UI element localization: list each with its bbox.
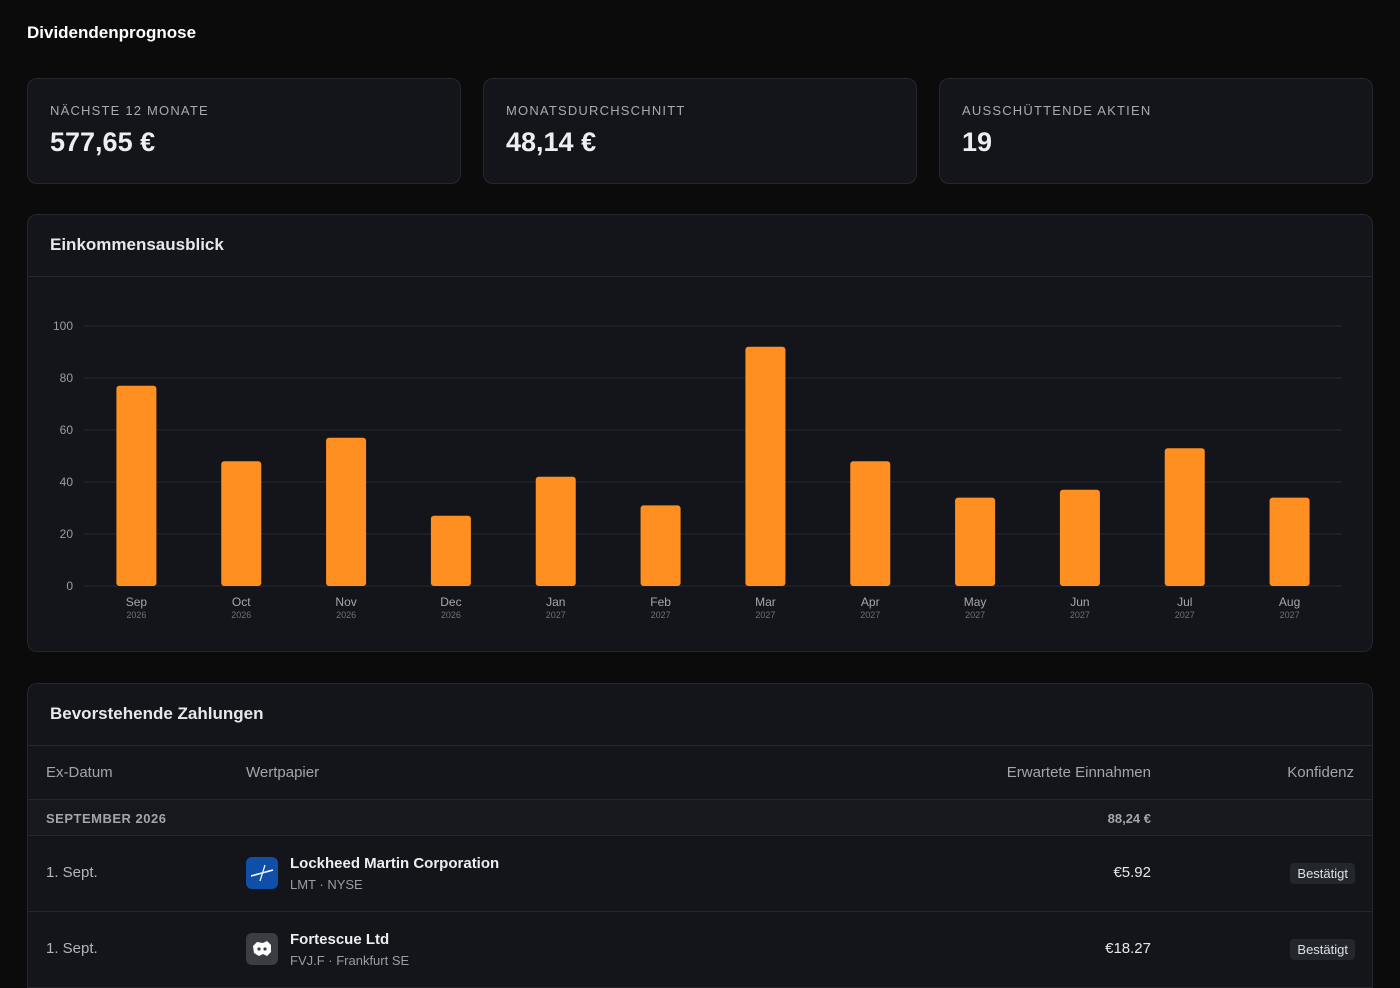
bar-jan xyxy=(535,476,576,586)
stat-card-paying-stocks: AUSSCHÜTTENDE AKTIEN 19 xyxy=(939,78,1373,184)
y-tick-label: 20 xyxy=(60,527,74,541)
column-header-security[interactable]: Wertpapier xyxy=(246,764,320,781)
bar-mar xyxy=(745,346,786,586)
month-group-total: 88,24 € xyxy=(1107,811,1151,826)
confidence-badge: Bestätigt xyxy=(1290,939,1355,960)
month-group-row: SEPTEMBER 2026 88,24 € xyxy=(28,800,1372,836)
y-tick-label: 100 xyxy=(53,319,73,333)
upcoming-payments-panel: Bevorstehende Zahlungen Ex-Datum Wertpap… xyxy=(27,683,1373,988)
bar-feb xyxy=(640,505,681,586)
x-tick-year-label: 2027 xyxy=(1280,610,1300,620)
page-title: Dividendenprognose xyxy=(27,23,197,42)
x-tick-year-label: 2026 xyxy=(441,610,461,620)
x-tick-label: Apr xyxy=(861,595,880,609)
x-tick-label: Oct xyxy=(232,595,251,609)
x-tick-year-label: 2027 xyxy=(546,610,566,620)
x-tick-year-label: 2027 xyxy=(1070,610,1090,620)
bar-apr xyxy=(850,461,891,586)
y-tick-label: 60 xyxy=(60,423,74,437)
stat-card-next-12-months: NÄCHSTE 12 MONATE 577,65 € xyxy=(27,78,461,184)
x-tick-label: Sep xyxy=(126,595,148,609)
bar-aug xyxy=(1269,497,1310,586)
column-header-confidence[interactable]: Konfidenz xyxy=(1287,764,1354,781)
column-header-ex-date[interactable]: Ex-Datum xyxy=(46,764,113,781)
x-tick-label: Mar xyxy=(755,595,776,609)
security-name[interactable]: Lockheed Martin Corporation xyxy=(290,855,500,872)
table-header: Ex-Datum Wertpapier Erwartete Einnahmen … xyxy=(28,746,1372,800)
x-tick-label: Dec xyxy=(440,595,461,609)
x-tick-year-label: 2027 xyxy=(755,610,775,620)
table-row[interactable]: 1. Sept. Lockheed Martin Corporation LMT… xyxy=(28,836,1372,912)
y-tick-label: 40 xyxy=(60,475,74,489)
x-tick-year-label: 2026 xyxy=(336,610,356,620)
stat-value: 48,14 € xyxy=(506,127,597,157)
bar-sep xyxy=(116,385,157,586)
income-bar-chart: 020406080100Sep2026Oct2026Nov2026Dec2026… xyxy=(53,319,1342,620)
x-tick-year-label: 2027 xyxy=(1175,610,1195,620)
security-ticker: LMT · NYSE xyxy=(290,877,363,892)
expected-income: €5.92 xyxy=(1113,864,1151,881)
security-ticker: FVJ.F · Frankfurt SE xyxy=(290,953,410,968)
x-tick-label: Jan xyxy=(546,595,565,609)
x-tick-year-label: 2027 xyxy=(965,610,985,620)
x-tick-label: Aug xyxy=(1279,595,1300,609)
ex-date: 1. Sept. xyxy=(46,940,98,957)
month-group-label: SEPTEMBER 2026 xyxy=(46,811,167,826)
income-outlook-panel: Einkommensausblick 0 20 40 60 80 100 Sep 2026 Oc… xyxy=(27,214,1373,652)
expected-income: €18.27 xyxy=(1105,940,1151,957)
x-tick-label: Jul xyxy=(1177,595,1192,609)
x-tick-label: Nov xyxy=(335,595,356,609)
x-tick-year-label: 2027 xyxy=(860,610,880,620)
table-row[interactable]: 1. Sept. Fortescue Ltd FVJ.F · Frankfurt… xyxy=(28,912,1372,988)
stat-value: 577,65 € xyxy=(50,127,156,157)
x-tick-label: Jun xyxy=(1070,595,1089,609)
fortescue-logo-icon xyxy=(246,933,278,965)
stat-label: NÄCHSTE 12 MONATE xyxy=(50,103,209,118)
stat-value: 19 xyxy=(962,127,993,157)
bar-may xyxy=(955,497,996,586)
bar-dec xyxy=(430,515,471,586)
stat-label: AUSSCHÜTTENDE AKTIEN xyxy=(962,103,1152,118)
bar-oct xyxy=(221,461,262,586)
stat-label: MONATSDURCHSCHNITT xyxy=(506,103,686,118)
x-tick-year-label: 2026 xyxy=(231,610,251,620)
x-tick-year-label: 2027 xyxy=(651,610,671,620)
lockheed-logo-icon xyxy=(246,857,278,889)
panel-title: Bevorstehende Zahlungen xyxy=(28,684,1372,746)
y-tick-label: 80 xyxy=(60,371,74,385)
x-tick-label: May xyxy=(964,595,987,609)
security-name[interactable]: Fortescue Ltd xyxy=(290,931,390,948)
stat-card-monthly-average: MONATSDURCHSCHNITT 48,14 € xyxy=(483,78,917,184)
bar-jun xyxy=(1059,489,1100,586)
x-tick-year-label: 2026 xyxy=(126,610,146,620)
column-header-expected-income[interactable]: Erwartete Einnahmen xyxy=(1006,764,1151,781)
bar-nov xyxy=(326,437,367,586)
ex-date: 1. Sept. xyxy=(46,864,98,881)
bar-jul xyxy=(1164,448,1205,586)
x-tick-label: Feb xyxy=(650,595,671,609)
panel-title: Einkommensausblick xyxy=(28,215,1372,277)
y-tick-label: 0 xyxy=(66,579,73,593)
confidence-badge: Bestätigt xyxy=(1290,863,1355,884)
